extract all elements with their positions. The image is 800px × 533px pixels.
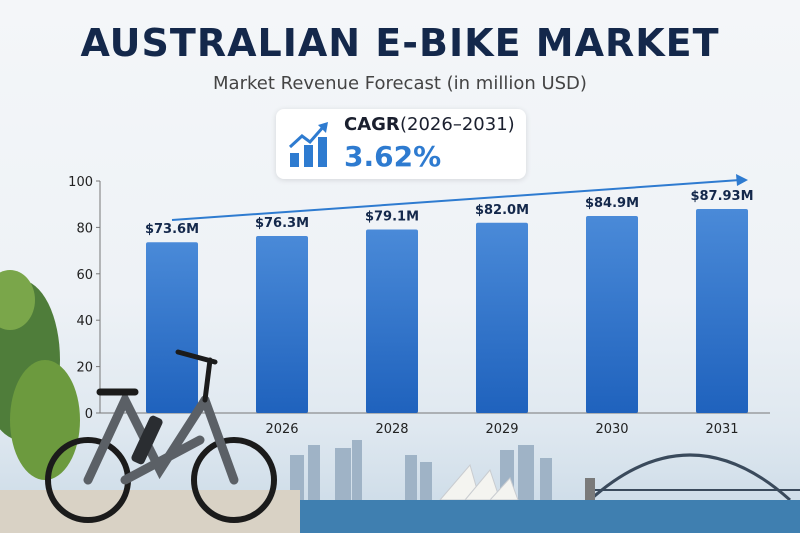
bar [146, 242, 198, 413]
bar [256, 235, 308, 413]
cagr-value: 3.62% [344, 140, 442, 173]
cagr-period: (2026–2031) [400, 114, 515, 135]
y-tick-label: 0 [85, 407, 93, 422]
x-tick-label: 2030 [595, 422, 628, 437]
data-label: $79.1M [365, 209, 419, 224]
y-tick-label: 40 [76, 314, 93, 329]
bar [696, 209, 748, 413]
y-tick-label: 20 [76, 361, 93, 376]
data-label: $84.9M [585, 196, 639, 211]
y-tick-label: 100 [68, 175, 93, 190]
growth-chart-icon [288, 122, 328, 167]
x-tick-label: 2028 [375, 422, 408, 437]
bar [476, 222, 528, 413]
city-skyline [290, 440, 552, 500]
x-tick-label: 2026 [265, 422, 298, 437]
data-label: $82.0M [475, 203, 529, 218]
y-tick-label: 60 [76, 268, 93, 283]
page-title: AUSTRALIAN E-BIKE MARKET [80, 21, 720, 65]
harbour-water [300, 500, 800, 533]
cagr-card: CAGR (2026–2031) 3.62% [276, 109, 526, 179]
data-label: $87.93M [690, 189, 753, 204]
data-label: $73.6M [145, 222, 199, 237]
trend-arrow [171, 179, 741, 221]
bar [586, 216, 638, 413]
page-subtitle: Market Revenue Forecast (in million USD) [213, 73, 587, 94]
harbour-bridge [585, 453, 800, 503]
bar [366, 229, 418, 413]
trend-arrow-head [736, 174, 748, 186]
cagr-title: CAGR [344, 114, 400, 135]
x-tick-label: 2029 [485, 422, 518, 437]
data-label: $76.3M [255, 216, 309, 231]
x-tick-label: 2031 [705, 422, 738, 437]
y-tick-label: 80 [76, 221, 93, 236]
opera-house [438, 463, 519, 501]
